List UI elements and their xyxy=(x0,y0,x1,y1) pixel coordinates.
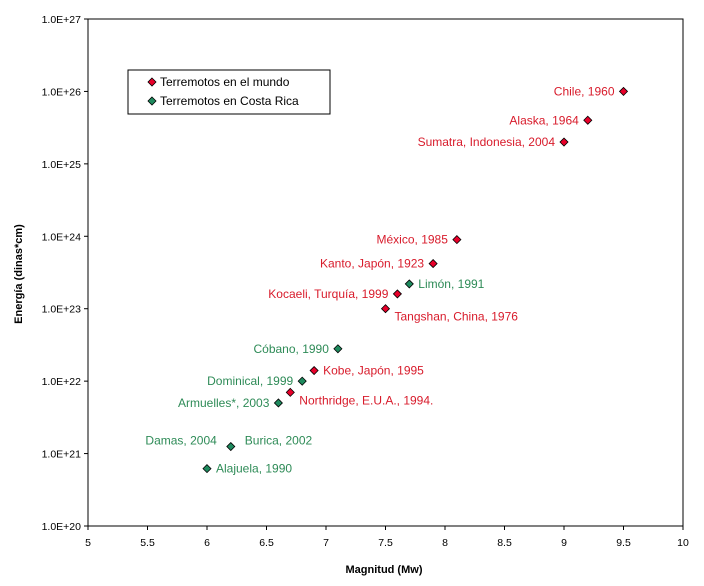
legend-label: Terremotos en el mundo xyxy=(160,75,290,89)
point-label: Sumatra, Indonesia, 2004 xyxy=(418,135,556,149)
costa-rica-point-marker xyxy=(333,344,343,354)
costa-rica-point-marker xyxy=(404,279,414,289)
point-label: Alaska, 1964 xyxy=(509,113,579,127)
x-tick-label: 7.5 xyxy=(378,537,393,549)
point-label: Armuelles*, 2003 xyxy=(178,396,270,410)
y-tick-label: 1.0E+26 xyxy=(42,86,82,98)
costa-rica-point-marker xyxy=(202,464,212,474)
point-label: Chile, 1960 xyxy=(554,84,615,98)
costa-rica-point-marker xyxy=(226,441,236,452)
point-label: Limón, 1991 xyxy=(418,277,484,291)
y-axis: 1.0E+20 1.0E+21 1.0E+22 1.0E+23 1.0E+24 1.0E+… xyxy=(42,14,88,533)
legend: Terremotos en el mundo Terremotos en Cost… xyxy=(127,69,331,115)
world-point-marker xyxy=(618,86,629,96)
x-tick-label: 8 xyxy=(442,537,448,549)
x-tick-label: 6.5 xyxy=(259,537,274,549)
x-tick-label: 9 xyxy=(561,537,567,549)
x-tick-label: 10 xyxy=(677,537,689,549)
y-tick-label: 1.0E+21 xyxy=(42,449,82,461)
world-point-marker xyxy=(428,259,438,269)
point-label: Kanto, Japón, 1923 xyxy=(320,257,424,271)
point-label: Tangshan, China, 1976 xyxy=(395,310,519,324)
y-tick-label: 1.0E+27 xyxy=(42,14,82,26)
point-label: México, 1985 xyxy=(377,233,449,247)
x-tick-label: 5 xyxy=(85,537,91,549)
legend-marker xyxy=(147,96,157,106)
world-point-marker xyxy=(452,235,462,245)
point-label: Dominical, 1999 xyxy=(207,374,293,388)
y-tick-label: 1.0E+23 xyxy=(42,304,82,316)
world-point-marker xyxy=(583,115,593,125)
x-tick-label: 7 xyxy=(323,537,329,549)
x-tick-label: 6 xyxy=(204,537,210,549)
y-tick-label: 1.0E+24 xyxy=(42,231,82,243)
legend-box xyxy=(127,69,331,115)
world-point-marker xyxy=(392,289,402,299)
point-label: Kobe, Japón, 1995 xyxy=(323,364,424,378)
legend-label: Terremotos en Costa Rica xyxy=(160,94,299,108)
point-label: Damas, 2004 xyxy=(145,434,217,448)
world-point-marker xyxy=(380,304,391,314)
point-label: Burica, 2002 xyxy=(245,434,313,448)
point-label: Northridge, E.U.A., 1994. xyxy=(299,393,433,407)
data-points: Chile, 1960 Alaska, 1964 Sumatra, Indonesi… xyxy=(145,84,629,476)
point-label: Kocaeli, Turquía, 1999 xyxy=(268,287,388,301)
y-tick-label: 1.0E+25 xyxy=(42,159,82,171)
point-label: Cóbano, 1990 xyxy=(253,342,329,356)
x-tick-label: 8.5 xyxy=(497,537,512,549)
world-point-marker xyxy=(559,137,569,147)
legend-marker xyxy=(147,77,157,87)
point-label: Alajuela, 1990 xyxy=(216,462,292,476)
world-point-marker xyxy=(285,387,295,397)
y-tick-label: 1.0E+20 xyxy=(42,521,82,533)
world-point-marker xyxy=(309,365,319,376)
y-tick-label: 1.0E+22 xyxy=(42,376,82,388)
x-axis: 5 5.5 6 6.5 7 7.5 8 8.5 9 9.5 10 xyxy=(85,526,689,549)
costa-rica-point-marker xyxy=(297,376,307,386)
x-tick-label: 5.5 xyxy=(140,537,155,549)
costa-rica-point-marker xyxy=(273,398,283,408)
x-axis-label: Magnitud (Mw) xyxy=(346,564,423,576)
y-axis-label: Energía (dinas*cm) xyxy=(13,224,25,324)
x-tick-label: 9.5 xyxy=(616,537,631,549)
